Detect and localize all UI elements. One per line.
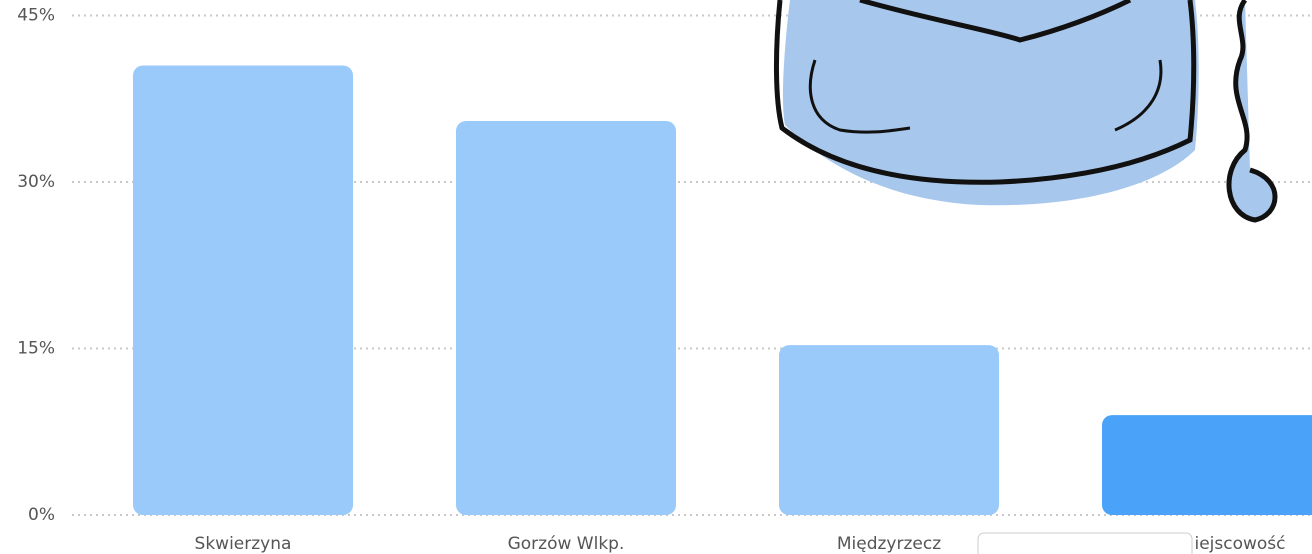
- x-tick-label: Międzyrzecz: [837, 534, 941, 554]
- x-tick-label: Gorzów Wlkp.: [508, 534, 625, 554]
- plot-area: 0% 15% 30% 45% Skwierzyna Gorzów Wlkp. Międzyr…: [17, 6, 1312, 554]
- graduation-cap-illustration: [773, 0, 1278, 223]
- y-tick-label: 30%: [17, 172, 55, 192]
- x-tick-label: iejscowość: [1194, 534, 1285, 554]
- bar: [133, 65, 353, 515]
- y-tick-label: 45%: [17, 6, 55, 26]
- y-tick-label: 15%: [17, 339, 55, 359]
- bar: [779, 345, 999, 515]
- bar: [1102, 415, 1312, 515]
- y-tick-label: 0%: [28, 505, 55, 525]
- tooltip-box: [977, 532, 1193, 554]
- bar: [456, 120, 676, 515]
- x-tick-label: Skwierzyna: [195, 534, 292, 554]
